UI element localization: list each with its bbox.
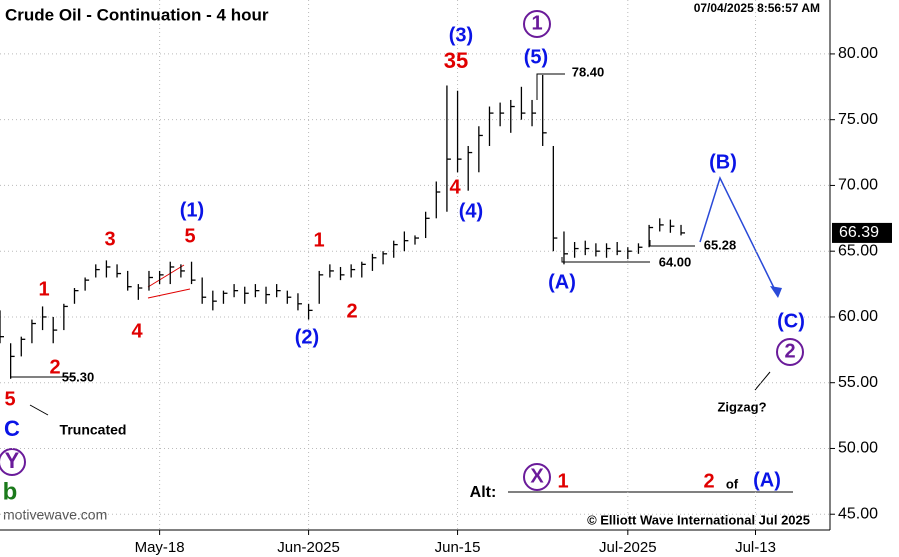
y-tick-label: 80.00 xyxy=(838,45,878,62)
y-tick-label: 50.00 xyxy=(838,440,878,457)
x-tick-label: Jun-2025 xyxy=(277,539,340,556)
circle xyxy=(523,10,551,38)
annotation: 65.28 xyxy=(704,237,737,252)
annotation: (C) xyxy=(777,310,805,332)
annotation: 1 xyxy=(557,470,568,492)
circle xyxy=(776,338,804,366)
pointer xyxy=(754,371,771,391)
annotation: 78.40 xyxy=(572,64,605,79)
annotation: 1 xyxy=(38,278,49,300)
annotation: 5 xyxy=(4,388,15,410)
arrowhead xyxy=(770,286,782,298)
annotation: (2) xyxy=(295,326,319,348)
last-price-label: 66.39 xyxy=(839,224,879,241)
annotation: Truncated xyxy=(60,422,127,438)
annotation: 35 xyxy=(444,48,468,73)
pointer xyxy=(29,404,49,416)
annotation: Alt: xyxy=(470,484,497,501)
annotation: (5) xyxy=(524,46,548,68)
annotation: b xyxy=(3,478,18,505)
annotation: 2 xyxy=(703,470,714,492)
annotation: C xyxy=(4,416,20,441)
annotation: 3 xyxy=(104,228,115,250)
annotation: 64.00 xyxy=(659,254,692,269)
annotation: 1 xyxy=(531,12,542,34)
x-tick-label: May-18 xyxy=(135,539,185,556)
y-tick-label: 55.00 xyxy=(838,374,878,391)
annotation: 4 xyxy=(449,176,461,198)
annotation: (1) xyxy=(180,199,204,221)
x-tick-label: Jun-15 xyxy=(435,539,481,556)
circle xyxy=(523,463,551,491)
x-tick-label: Jul-2025 xyxy=(599,539,657,556)
projection xyxy=(699,175,777,293)
annotation: 2 xyxy=(784,340,795,362)
last-price-box xyxy=(832,222,892,243)
ref-line xyxy=(536,73,565,100)
annotation: 2 xyxy=(49,356,60,378)
source: motivewave.com xyxy=(3,507,107,523)
annotation: Zigzag? xyxy=(717,399,766,414)
triangle-line xyxy=(147,264,185,288)
ref-line xyxy=(561,257,650,263)
circle xyxy=(0,448,26,476)
y-tick-label: 45.00 xyxy=(838,505,878,522)
y-tick-label: 70.00 xyxy=(838,177,878,194)
y-tick-label: 75.00 xyxy=(838,111,878,128)
annotation: 1 xyxy=(313,229,324,251)
ref-line xyxy=(649,240,695,247)
annotation: 55.30 xyxy=(62,369,95,384)
chart-title: Crude Oil - Continuation - 4 hour xyxy=(5,5,269,24)
annotation: 4 xyxy=(131,320,143,342)
annotation: 5 xyxy=(184,225,195,247)
annotation: X xyxy=(530,465,544,487)
x-tick-label: Jul-13 xyxy=(735,539,776,556)
copyright: © Elliott Wave International Jul 2025 xyxy=(587,512,810,527)
annotation: 2 xyxy=(346,300,357,322)
decorations xyxy=(0,0,831,531)
y-tick-label: 60.00 xyxy=(838,308,878,325)
annotation: of xyxy=(726,476,739,491)
annotation: (A) xyxy=(548,271,576,293)
annotation: (4) xyxy=(459,200,483,222)
y-tick-label: 65.00 xyxy=(838,242,878,259)
triangle-line xyxy=(147,288,191,299)
annotation: (A) xyxy=(753,469,781,491)
timestamp: 07/04/2025 8:56:57 AM xyxy=(694,1,820,15)
annotation: Y xyxy=(5,448,20,473)
annotation: (B) xyxy=(709,151,737,173)
annotation: (3) xyxy=(449,24,473,46)
